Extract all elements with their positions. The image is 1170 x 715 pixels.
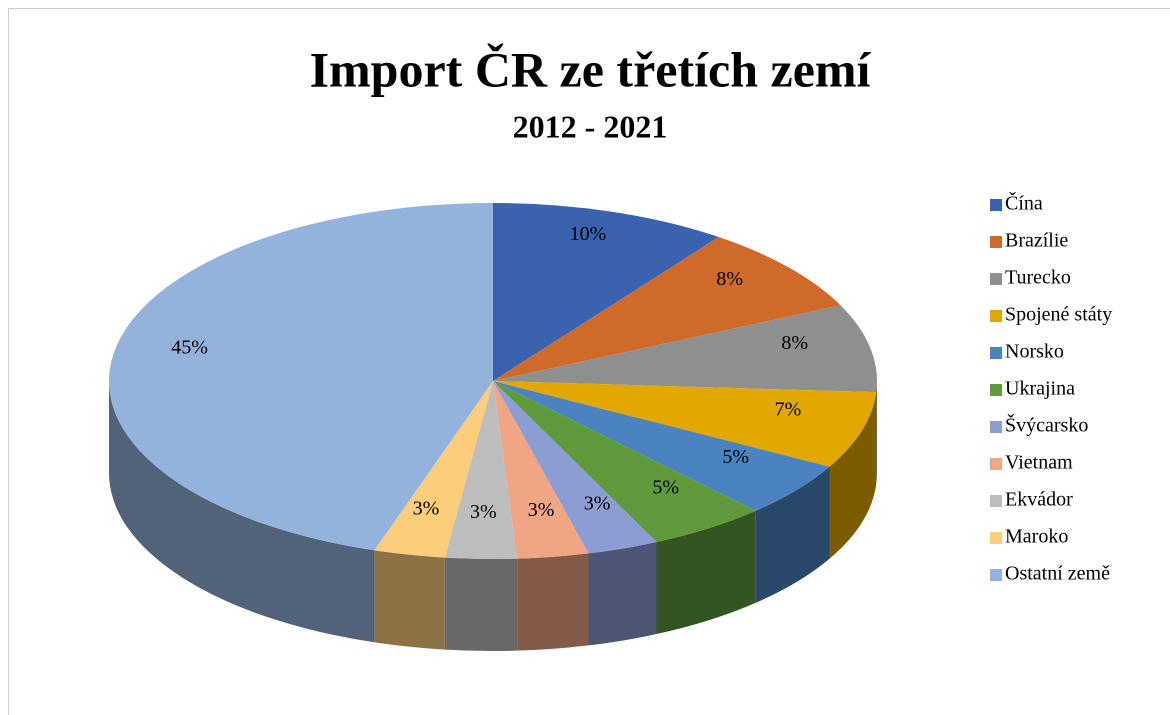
pie-slice: [493, 203, 719, 381]
legend-swatch: [990, 310, 1002, 322]
legend-label: Norsko: [1005, 341, 1064, 363]
pie-slice: [108, 203, 494, 551]
legend-swatch: [990, 347, 1002, 359]
pie-slice: [493, 381, 589, 559]
data-label: 7%: [775, 398, 802, 420]
legend-label: Ukrajina: [1005, 378, 1075, 400]
legend-swatch: [990, 273, 1002, 285]
legend-swatch: [990, 569, 1002, 581]
legend-label: Turecko: [1005, 267, 1071, 289]
chart-border: [8, 8, 1170, 715]
legend-swatch: [990, 236, 1002, 248]
pie-slice-side: [876, 381, 877, 485]
data-label: 8%: [716, 268, 743, 290]
data-label: 3%: [584, 493, 611, 515]
pie-slice-side: [588, 542, 657, 646]
data-label: 3%: [528, 499, 555, 521]
pie-slice: [493, 305, 877, 393]
pie-slice: [493, 381, 830, 511]
data-label: 8%: [781, 332, 808, 354]
legend-swatch: [990, 495, 1002, 507]
data-label: 10%: [570, 223, 607, 245]
pie-slice: [493, 236, 841, 381]
pie-slice: [493, 381, 657, 554]
legend-label: Maroko: [1005, 526, 1068, 548]
pie-slice-side: [109, 381, 375, 643]
legend-swatch: [990, 532, 1002, 544]
pie-slice: [444, 381, 518, 559]
data-label: 45%: [171, 336, 208, 358]
legend-label: Ekvádor: [1005, 489, 1073, 511]
data-label: 5%: [722, 446, 749, 468]
legend-label: Čína: [1005, 191, 1043, 215]
legend-swatch: [990, 458, 1002, 470]
pie-slice: [374, 381, 493, 558]
legend-label: Spojené státy: [1005, 304, 1112, 326]
chart-title: Import ČR ze třetích zemí: [310, 41, 872, 97]
pie-slice: [493, 381, 877, 467]
pie-slice-side: [444, 557, 518, 651]
legend-label: Ostatní země: [1005, 563, 1110, 585]
legend-label: Brazílie: [1005, 230, 1068, 252]
pie-slice-side: [755, 466, 830, 603]
chart-subtitle: 2012 - 2021: [513, 108, 668, 144]
pie-slice-side: [656, 510, 756, 635]
legend-swatch: [990, 384, 1002, 396]
legend-label: Vietnam: [1005, 452, 1073, 474]
legend-label: Švýcarsko: [1005, 413, 1088, 437]
legend-swatch: [990, 421, 1002, 433]
data-label: 3%: [470, 501, 497, 523]
data-label: 3%: [413, 498, 440, 520]
pie-slice-side: [374, 550, 445, 650]
pie-slice-side: [829, 392, 877, 559]
pie-slice-side: [517, 553, 589, 651]
pie-slice: [493, 381, 756, 543]
legend-swatch: [990, 199, 1002, 211]
data-label: 5%: [652, 476, 679, 498]
